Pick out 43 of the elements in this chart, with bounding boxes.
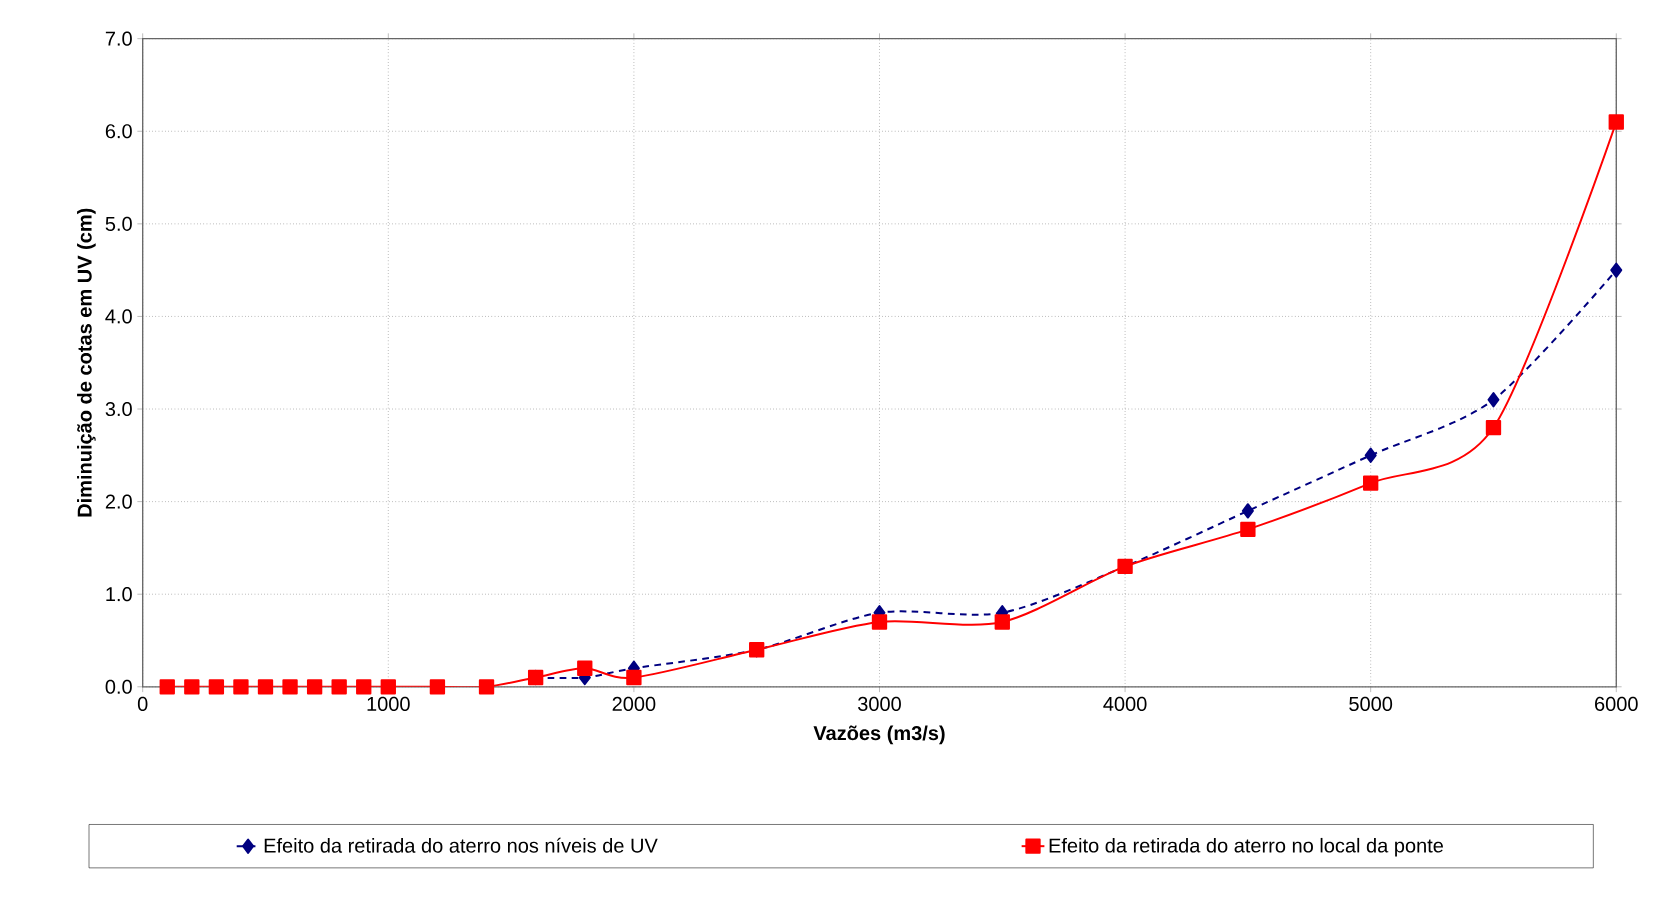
y-tick-label: 5.0	[105, 216, 132, 231]
point	[331, 679, 347, 695]
point	[184, 679, 200, 695]
x-tick-label: 1000	[367, 696, 410, 711]
x-tick-label: 5000	[1349, 696, 1393, 711]
point	[257, 679, 274, 695]
y-axis-title: Diminuição de cotas em UV (cm)	[77, 208, 96, 517]
x-tick-label: 2000	[612, 696, 656, 711]
point	[306, 679, 323, 695]
point	[577, 660, 593, 676]
y-tick-label: 0.0	[105, 679, 132, 694]
x-axis-title: Vazões (m3/s)	[813, 725, 945, 745]
point	[356, 679, 372, 695]
x-tick-label: 3000	[857, 696, 901, 711]
y-tick-label: 3.0	[105, 401, 132, 417]
point	[380, 679, 396, 695]
point	[1610, 262, 1623, 278]
point	[478, 679, 495, 695]
point	[282, 679, 298, 695]
x-tick-label: 6000	[1595, 696, 1638, 711]
y-tick-label: 1.0	[106, 587, 132, 602]
point	[1241, 503, 1254, 519]
point	[208, 679, 225, 695]
point	[1485, 419, 1502, 436]
point	[159, 679, 175, 695]
point	[994, 614, 1010, 630]
point	[233, 679, 249, 695]
point	[871, 614, 888, 630]
point	[1364, 447, 1377, 463]
y-tick-label: 4.0	[105, 309, 132, 324]
legend-label: Efeito da retirada do aterro no local da ponte	[1049, 837, 1443, 857]
point	[429, 679, 446, 695]
point	[1487, 392, 1500, 408]
y-tick-label: 2.0	[105, 494, 132, 509]
point	[626, 669, 642, 686]
point	[1608, 114, 1624, 130]
y-tick-label: 6.0	[105, 124, 132, 139]
legend-label: Efeito da retirada do aterro nos níveis de UV	[264, 837, 658, 853]
point	[1240, 521, 1256, 537]
x-tick-label: 0	[137, 696, 148, 711]
x-tick-label: 4000	[1103, 696, 1147, 711]
y-tick-label: 7.0	[105, 31, 132, 46]
point	[1363, 475, 1379, 491]
